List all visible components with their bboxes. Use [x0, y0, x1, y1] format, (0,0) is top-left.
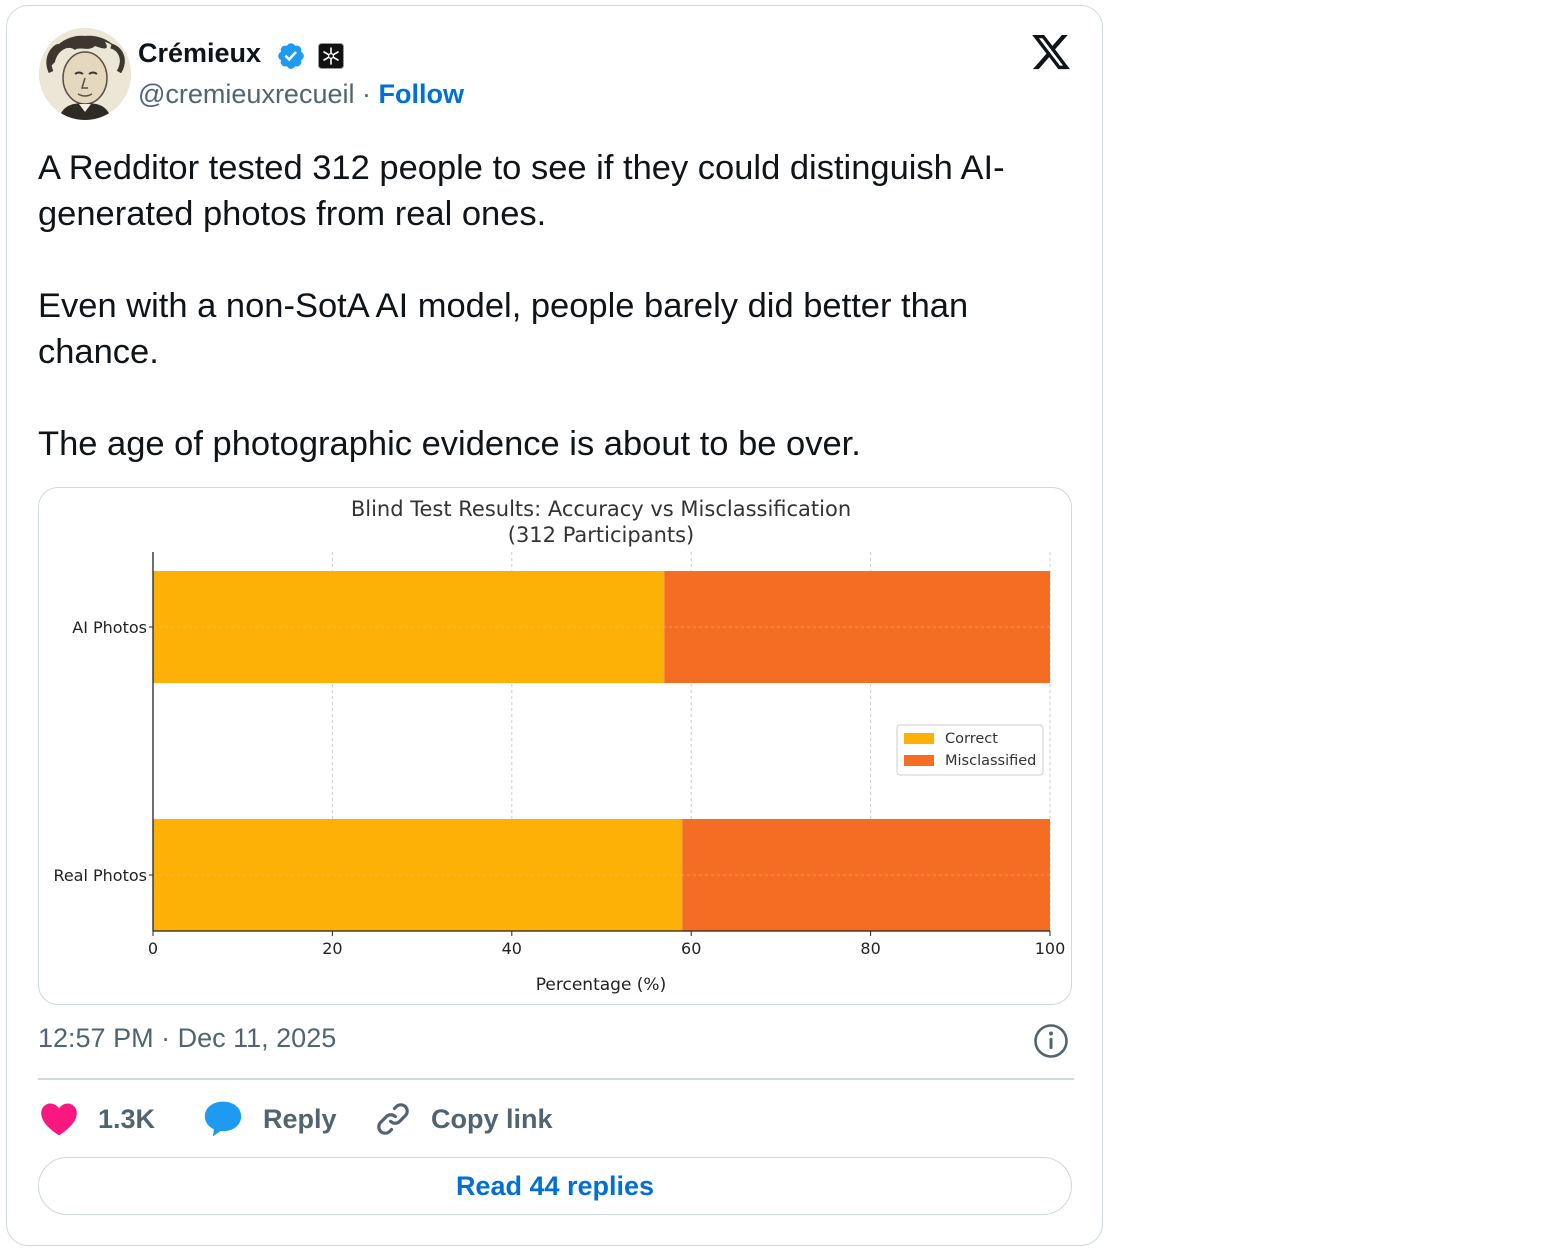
- x-tick-label: 0: [148, 939, 158, 958]
- action-bar: 1.3K Reply Copy link: [38, 1099, 1072, 1139]
- y-tick-label: AI Photos: [72, 618, 147, 637]
- handle-row: @cremieuxrecueil · Follow: [138, 79, 464, 110]
- avatar[interactable]: [39, 28, 131, 120]
- divider: [38, 1078, 1074, 1080]
- chart-image[interactable]: Blind Test Results: Accuracy vs Misclass…: [38, 487, 1072, 1005]
- x-axis-label: Percentage (%): [536, 975, 666, 995]
- author-name[interactable]: Crémieux: [138, 38, 262, 68]
- tweet-paragraph: The age of photographic evidence is abou…: [38, 425, 861, 463]
- timestamp[interactable]: 12:57 PM · Dec 11, 2025: [38, 1023, 336, 1054]
- link-icon: [377, 1103, 409, 1135]
- chart-title: Blind Test Results: Accuracy vs Misclass…: [351, 497, 851, 521]
- bar-chart: Blind Test Results: Accuracy vs Misclass…: [53, 497, 1066, 995]
- x-tick-label: 20: [322, 939, 342, 958]
- verified-badge-icon: [278, 43, 304, 69]
- reply-button[interactable]: Reply: [203, 1099, 337, 1139]
- copy-link-label: Copy link: [431, 1103, 553, 1134]
- legend-label: Correct: [945, 731, 998, 747]
- follow-link[interactable]: Follow: [378, 79, 464, 109]
- x-tick-label: 60: [681, 939, 701, 958]
- x-tick-label: 80: [860, 939, 880, 958]
- affiliate-badge-icon: [318, 43, 344, 69]
- tweet-time: 12:57 PM: [38, 1023, 154, 1053]
- tweet-paragraph: A Redditor tested 312 people to see if t…: [38, 149, 1005, 233]
- x-logo-icon[interactable]: [1029, 31, 1073, 73]
- tweet-date: Dec 11, 2025: [177, 1023, 337, 1053]
- like-count: 1.3K: [98, 1103, 156, 1134]
- tweet-paragraph: Even with a non-SotA AI model, people ba…: [38, 287, 969, 371]
- timestamp-separator: ·: [161, 1023, 171, 1053]
- copy-link-button[interactable]: Copy link: [374, 1099, 553, 1139]
- reply-bubble-icon: [204, 1101, 242, 1137]
- chart-title: (312 Participants): [508, 523, 695, 547]
- author-handle[interactable]: @cremieuxrecueil: [138, 79, 355, 109]
- x-tick-label: 100: [1035, 939, 1066, 958]
- tweet-text: A Redditor tested 312 people to see if t…: [38, 145, 1088, 467]
- y-tick-label: Real Photos: [53, 866, 147, 885]
- legend-label: Misclassified: [945, 753, 1036, 769]
- x-tick-label: 40: [502, 939, 522, 958]
- legend-swatch: [904, 755, 934, 766]
- legend-swatch: [904, 733, 934, 744]
- like-button[interactable]: 1.3K: [40, 1099, 155, 1139]
- read-replies-button[interactable]: Read 44 replies: [38, 1157, 1072, 1215]
- info-icon[interactable]: [1033, 1023, 1069, 1059]
- handle-separator: ·: [362, 79, 371, 109]
- read-replies-label: Read 44 replies: [455, 1170, 655, 1201]
- tweet-card: Crémieux @cremieuxrecueil · Follow A Red…: [6, 5, 1103, 1246]
- heart-icon: [41, 1103, 77, 1136]
- reply-label: Reply: [263, 1103, 337, 1134]
